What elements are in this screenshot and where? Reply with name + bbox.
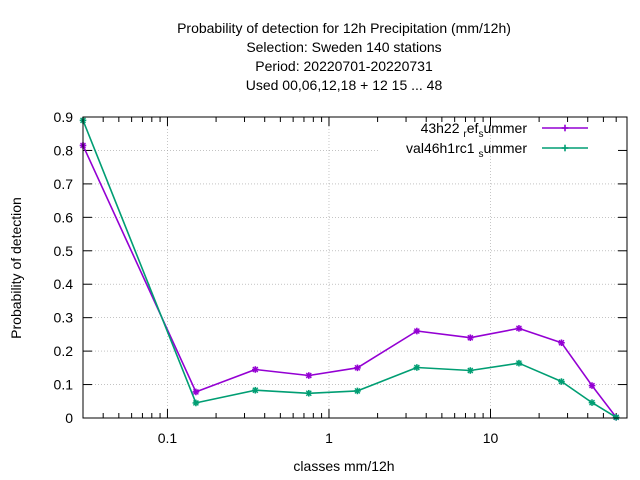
data-point xyxy=(354,387,361,395)
title-line-1: Probability of detection for 12h Precipi… xyxy=(177,20,511,36)
series-line-1 xyxy=(82,145,617,418)
y-tick-label: 0.3 xyxy=(54,310,74,326)
legend-entry-1: 43h22 refsummer xyxy=(421,120,588,140)
point-stroke xyxy=(354,387,361,394)
series-layer xyxy=(79,117,620,421)
legend-label-part: s xyxy=(478,129,483,140)
y-tick-label: 0.1 xyxy=(54,377,74,393)
y-tick-label: 0 xyxy=(65,410,73,426)
legend-label-part: ef xyxy=(467,120,479,136)
data-point xyxy=(588,382,596,389)
legend-label: val46h1rc1 summer xyxy=(406,140,527,160)
legend-label: 43h22 refsummer xyxy=(421,120,528,140)
legend-label-part: s xyxy=(478,149,483,160)
data-point xyxy=(558,339,565,347)
point-stroke xyxy=(515,360,522,367)
x-tick-label: 1 xyxy=(325,430,333,446)
point-stroke xyxy=(558,378,565,385)
legend-label-part: r xyxy=(463,129,467,140)
x-tick-label: 0.1 xyxy=(158,430,178,446)
point-stroke xyxy=(252,387,259,394)
data-point xyxy=(467,367,474,374)
point-stroke xyxy=(558,339,565,346)
data-point xyxy=(588,399,596,406)
y-tick-label: 0.9 xyxy=(54,109,74,125)
data-point xyxy=(413,364,421,371)
title-line-3: Period: 20220701-20220731 xyxy=(255,58,433,74)
point-stroke xyxy=(467,367,474,374)
data-point xyxy=(305,372,313,379)
chart-title: Probability of detection for 12h Precipi… xyxy=(177,20,511,93)
grid xyxy=(83,117,627,418)
y-tick-label: 0.7 xyxy=(54,176,74,192)
point-stroke xyxy=(192,399,199,406)
legend-label-part: 43h22 xyxy=(421,120,464,136)
point-stroke xyxy=(305,372,312,379)
x-tick-label: 10 xyxy=(483,430,499,446)
legend-label-part: ummer xyxy=(483,140,527,156)
legend-label-part: ummer xyxy=(483,120,527,136)
series-line-2 xyxy=(82,120,617,418)
point-stroke xyxy=(413,328,420,335)
data-point xyxy=(252,366,259,373)
y-tick-label: 0.5 xyxy=(54,243,74,259)
data-point xyxy=(192,399,200,407)
plot-frame xyxy=(82,116,628,419)
y-axis-label: Probability of detection xyxy=(8,197,24,339)
point-stroke xyxy=(467,334,474,341)
axis-ticks: 0 0.1 0.2 0.3 0.4 0.5 0.6 0.7 0.8 0.9 0.1 1 10 xyxy=(54,109,627,446)
data-point xyxy=(515,359,523,367)
point-stroke xyxy=(589,399,595,406)
data-point xyxy=(467,334,474,342)
data-point xyxy=(354,364,361,372)
point-stroke xyxy=(252,366,259,373)
point-stroke xyxy=(305,390,312,397)
point-stroke xyxy=(589,382,595,389)
data-point xyxy=(515,325,523,332)
point-stroke xyxy=(192,388,199,395)
point-stroke xyxy=(613,414,620,421)
legend-entry-2: val46h1rc1 summer xyxy=(406,140,588,160)
data-point xyxy=(558,378,565,385)
data-point xyxy=(192,388,200,396)
x-axis-label: classes mm/12h xyxy=(293,458,394,474)
data-point xyxy=(413,327,421,335)
legend-label-part: val46h1rc1 xyxy=(406,140,478,156)
title-line-4: Used 00,06,12,18 + 12 15 ... 48 xyxy=(246,77,443,93)
title-line-2: Selection: Sweden 140 stations xyxy=(246,39,441,55)
y-tick-label: 0.8 xyxy=(54,142,74,158)
point-stroke xyxy=(413,364,420,371)
data-point xyxy=(612,414,620,421)
point-stroke xyxy=(354,364,361,371)
point-stroke xyxy=(515,325,522,332)
y-tick-label: 0.6 xyxy=(54,209,74,225)
data-point xyxy=(252,386,259,394)
y-tick-label: 0.2 xyxy=(54,343,74,359)
data-point xyxy=(305,389,313,397)
y-tick-label: 0.4 xyxy=(54,276,74,292)
